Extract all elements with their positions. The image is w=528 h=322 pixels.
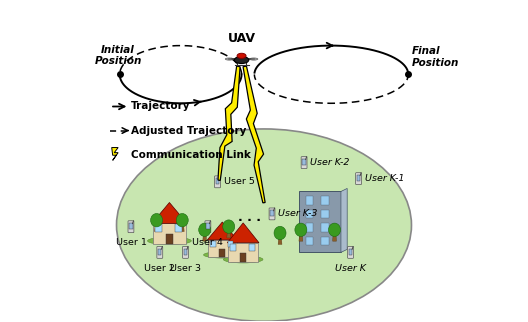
Text: Trajectory: Trajectory bbox=[131, 101, 191, 111]
FancyBboxPatch shape bbox=[240, 253, 246, 262]
Text: Initial
Position: Initial Position bbox=[95, 45, 142, 66]
Text: User K: User K bbox=[335, 264, 366, 273]
Polygon shape bbox=[278, 236, 282, 244]
Ellipse shape bbox=[204, 252, 241, 258]
FancyBboxPatch shape bbox=[306, 210, 313, 218]
FancyBboxPatch shape bbox=[301, 157, 307, 168]
Polygon shape bbox=[112, 147, 118, 160]
FancyBboxPatch shape bbox=[205, 221, 211, 233]
FancyBboxPatch shape bbox=[322, 196, 329, 205]
FancyBboxPatch shape bbox=[216, 178, 219, 185]
FancyBboxPatch shape bbox=[356, 173, 362, 185]
Text: · · ·: · · · bbox=[238, 214, 261, 227]
FancyBboxPatch shape bbox=[347, 246, 354, 258]
FancyBboxPatch shape bbox=[183, 246, 188, 258]
Ellipse shape bbox=[274, 226, 286, 240]
Ellipse shape bbox=[328, 223, 341, 236]
FancyBboxPatch shape bbox=[303, 159, 306, 165]
Text: Adjusted Trajectory: Adjusted Trajectory bbox=[131, 126, 247, 136]
Polygon shape bbox=[155, 223, 158, 232]
Ellipse shape bbox=[223, 256, 263, 263]
Ellipse shape bbox=[199, 223, 211, 236]
Polygon shape bbox=[218, 66, 240, 180]
Text: User K-1: User K-1 bbox=[365, 174, 404, 183]
FancyBboxPatch shape bbox=[166, 234, 173, 243]
Polygon shape bbox=[341, 188, 347, 252]
Ellipse shape bbox=[225, 58, 233, 60]
Text: User K-2: User K-2 bbox=[310, 158, 350, 167]
Text: User 3: User 3 bbox=[170, 264, 201, 273]
Polygon shape bbox=[152, 203, 187, 223]
Ellipse shape bbox=[117, 129, 411, 321]
Text: User 5: User 5 bbox=[224, 177, 255, 186]
Text: Communication Link: Communication Link bbox=[131, 150, 251, 160]
FancyBboxPatch shape bbox=[228, 241, 233, 247]
Text: UAV: UAV bbox=[228, 32, 256, 45]
FancyBboxPatch shape bbox=[157, 246, 163, 258]
FancyBboxPatch shape bbox=[184, 249, 187, 255]
Ellipse shape bbox=[147, 237, 191, 245]
Polygon shape bbox=[299, 233, 303, 241]
FancyBboxPatch shape bbox=[306, 196, 313, 205]
FancyBboxPatch shape bbox=[206, 223, 210, 229]
FancyBboxPatch shape bbox=[175, 224, 182, 232]
Polygon shape bbox=[228, 243, 258, 262]
Polygon shape bbox=[181, 223, 184, 232]
Polygon shape bbox=[208, 240, 237, 257]
Ellipse shape bbox=[150, 213, 163, 227]
FancyBboxPatch shape bbox=[306, 223, 313, 232]
FancyBboxPatch shape bbox=[220, 249, 225, 257]
FancyBboxPatch shape bbox=[214, 176, 221, 188]
Polygon shape bbox=[299, 192, 341, 252]
Polygon shape bbox=[243, 66, 265, 203]
Ellipse shape bbox=[250, 58, 258, 60]
FancyBboxPatch shape bbox=[129, 223, 133, 229]
Ellipse shape bbox=[223, 220, 235, 233]
FancyBboxPatch shape bbox=[249, 244, 254, 251]
Polygon shape bbox=[228, 223, 259, 243]
FancyBboxPatch shape bbox=[158, 249, 162, 255]
FancyBboxPatch shape bbox=[155, 224, 162, 232]
Polygon shape bbox=[333, 233, 336, 241]
Text: User K-3: User K-3 bbox=[278, 209, 318, 218]
FancyBboxPatch shape bbox=[322, 237, 329, 245]
Text: User 2: User 2 bbox=[144, 264, 175, 273]
Ellipse shape bbox=[234, 56, 249, 63]
Text: User 1: User 1 bbox=[116, 238, 146, 247]
Ellipse shape bbox=[176, 213, 188, 227]
FancyBboxPatch shape bbox=[349, 249, 352, 255]
Ellipse shape bbox=[295, 223, 307, 236]
Polygon shape bbox=[203, 233, 206, 241]
Polygon shape bbox=[153, 223, 186, 243]
FancyBboxPatch shape bbox=[210, 241, 216, 247]
FancyBboxPatch shape bbox=[357, 175, 360, 181]
Polygon shape bbox=[227, 230, 231, 238]
Text: User 4: User 4 bbox=[192, 238, 223, 247]
Polygon shape bbox=[208, 222, 237, 240]
FancyBboxPatch shape bbox=[230, 244, 237, 251]
FancyBboxPatch shape bbox=[322, 210, 329, 218]
FancyBboxPatch shape bbox=[270, 210, 274, 216]
Text: Final
Position: Final Position bbox=[411, 46, 459, 68]
FancyBboxPatch shape bbox=[128, 221, 134, 233]
Ellipse shape bbox=[237, 53, 246, 58]
FancyBboxPatch shape bbox=[306, 237, 313, 245]
FancyBboxPatch shape bbox=[322, 223, 329, 232]
FancyBboxPatch shape bbox=[269, 208, 275, 220]
